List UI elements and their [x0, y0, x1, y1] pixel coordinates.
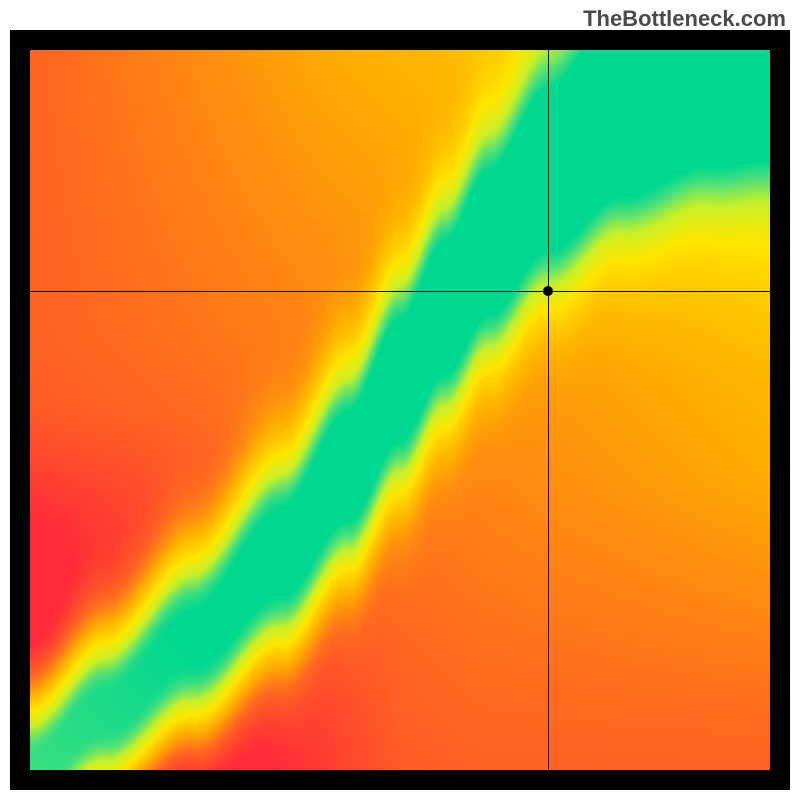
plot-area — [30, 50, 770, 770]
watermark-text: TheBottleneck.com — [583, 6, 786, 32]
crosshair-vertical — [548, 50, 549, 770]
chart-container: TheBottleneck.com — [0, 0, 800, 800]
crosshair-horizontal — [30, 291, 770, 292]
heatmap-canvas — [30, 50, 770, 770]
plot-border — [10, 30, 790, 790]
crosshair-marker — [543, 286, 553, 296]
